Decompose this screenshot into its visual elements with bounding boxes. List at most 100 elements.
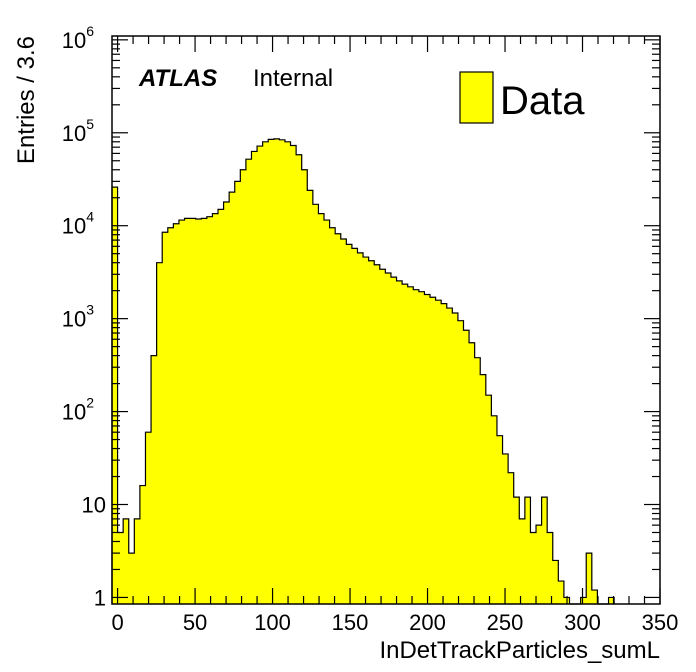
x-tick-label: 350 — [642, 610, 679, 635]
histogram-bar — [112, 187, 118, 604]
histogram-bar — [357, 252, 364, 604]
histogram-bar — [430, 297, 436, 604]
histogram-bar — [123, 518, 130, 604]
histogram-bar — [385, 272, 392, 604]
histogram-bar — [407, 286, 414, 604]
histogram-bar — [178, 220, 185, 604]
histogram-bar — [351, 248, 358, 604]
histogram-bar — [363, 257, 370, 604]
histogram-bar — [245, 159, 252, 605]
histogram-bar — [167, 227, 174, 604]
histogram-bar — [134, 518, 141, 604]
atlas-label: ATLAS — [138, 65, 217, 92]
histogram-bar — [335, 233, 342, 604]
histogram-bar — [173, 223, 180, 605]
histogram-bar — [324, 220, 330, 604]
histogram-bar — [240, 169, 247, 604]
histogram-bar — [424, 294, 431, 604]
histogram-bar — [524, 497, 531, 604]
x-tick-label: 50 — [183, 610, 207, 635]
histogram-bar — [284, 141, 291, 605]
histogram-bar — [469, 342, 476, 604]
histogram-bar — [502, 453, 509, 604]
histogram-bar — [279, 139, 286, 604]
histogram-bar — [441, 303, 448, 604]
histogram-bar — [195, 219, 202, 604]
histogram-bar — [139, 485, 146, 604]
histogram-bar — [290, 145, 297, 605]
histogram-bar — [145, 432, 152, 604]
histogram-bar — [530, 532, 537, 604]
legend-swatch — [459, 71, 494, 124]
histogram-bar — [368, 260, 375, 604]
x-tick-label: 300 — [564, 610, 601, 635]
x-tick-label: 0 — [111, 610, 123, 635]
x-axis-title: InDetTrackParticles_sumL — [379, 637, 660, 664]
histogram-bar — [312, 204, 319, 605]
internal-label: Internal — [253, 65, 333, 92]
histogram-bar — [418, 291, 425, 604]
histogram-bar — [457, 320, 464, 604]
histogram-bar — [608, 597, 615, 604]
histogram-bar — [396, 280, 403, 604]
histogram-bar — [184, 218, 191, 604]
histogram-bar — [536, 525, 542, 604]
histogram-bar — [234, 181, 241, 604]
histogram-bar — [156, 262, 163, 604]
histogram-bar — [212, 213, 219, 604]
plot-frame — [111, 35, 661, 605]
histogram-bar — [496, 435, 503, 604]
y-tick-label: 106 — [62, 23, 94, 53]
x-tick-label: 100 — [254, 610, 291, 635]
histogram-bar — [128, 553, 135, 604]
histogram-bar — [558, 581, 565, 604]
y-tick-label: 104 — [62, 209, 94, 239]
histogram-bar — [463, 330, 470, 604]
histogram-bar — [519, 518, 526, 604]
histogram-bar — [474, 357, 481, 604]
histogram-bar — [346, 244, 353, 605]
x-tick-label: 250 — [487, 610, 524, 635]
histogram-bar — [491, 415, 498, 604]
histogram-bar — [262, 141, 269, 605]
histogram-bar — [201, 218, 208, 604]
histogram-bar — [218, 209, 224, 604]
histogram-bar — [268, 139, 275, 604]
histogram-bar — [402, 284, 409, 604]
y-tick-label: 105 — [62, 116, 94, 146]
x-axis-ticks: 0 50 100 150 200 250 300 350 — [111, 36, 678, 635]
histogram-bar — [257, 146, 264, 605]
histogram-bar — [206, 216, 213, 604]
histogram-bar — [296, 154, 303, 604]
histogram-bar — [390, 277, 397, 604]
x-tick-label: 200 — [409, 610, 446, 635]
histogram-bar — [151, 355, 158, 604]
histogram-bar — [273, 138, 280, 604]
histogram-bar — [580, 597, 587, 604]
histogram-bar — [513, 497, 520, 604]
histogram-bar — [162, 232, 169, 604]
y-axis-ticks: 1 10 102 103 104 105 106 — [62, 23, 660, 610]
histogram-bar — [318, 213, 325, 604]
y-tick-label: 1 — [94, 585, 106, 610]
histogram-bar — [379, 269, 386, 604]
histogram-bar — [229, 192, 236, 604]
histogram-bar — [586, 553, 593, 604]
histogram-bar — [329, 227, 336, 604]
histogram-bar — [374, 264, 381, 604]
histogram-bar — [117, 532, 124, 604]
histogram-bar — [190, 218, 197, 604]
histogram-bar — [485, 395, 492, 604]
histogram-bar — [446, 308, 453, 604]
histogram-bar — [340, 238, 347, 604]
histogram-outline — [111, 138, 615, 605]
legend-label: Data — [500, 79, 585, 123]
histogram-bar — [541, 497, 548, 604]
x-tick-label: 150 — [332, 610, 369, 635]
y-tick-label: 103 — [62, 302, 94, 332]
histogram-bar — [552, 560, 559, 604]
histogram-bar — [435, 300, 442, 604]
histogram-bar — [251, 151, 258, 604]
histogram-bar — [547, 532, 554, 604]
